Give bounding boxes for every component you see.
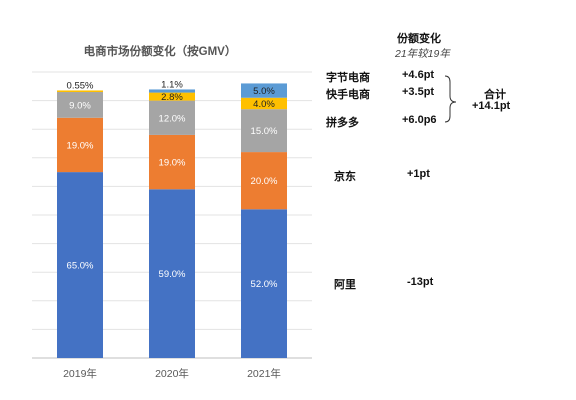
- bar-segment: [241, 109, 287, 153]
- data-label: 2.8%: [161, 92, 183, 103]
- row-change-pdd: +6.0p6: [402, 114, 437, 126]
- chart-title: 电商市场份额变化（按GMV）: [84, 44, 237, 58]
- data-label: 59.0%: [159, 269, 186, 280]
- bar-segment: [149, 100, 195, 135]
- bar-segment: [149, 92, 195, 101]
- panel-title: 份额变化: [397, 33, 441, 45]
- data-label: 52.0%: [251, 279, 278, 290]
- row-change-jd: +1pt: [407, 168, 430, 180]
- row-change-ali: -13pt: [407, 276, 434, 288]
- bar-segment: [57, 117, 103, 173]
- brace-icon: [444, 75, 457, 123]
- data-label: 12.0%: [159, 113, 186, 124]
- row-name-bytedance: 字节电商: [326, 72, 370, 84]
- data-label: 0.55%: [67, 80, 94, 91]
- x-tick-labels: 2019年 2020年 2021年: [63, 367, 281, 380]
- row-name-kuaishou: 快手电商: [326, 89, 370, 101]
- bar-segment: [241, 209, 287, 358]
- x-tick-label: 2019年: [63, 367, 97, 380]
- row-change-kuaishou: +3.5pt: [402, 86, 435, 98]
- row-name-jd: 京东: [334, 171, 356, 183]
- total-label: 合计: [484, 89, 506, 101]
- data-label: 9.0%: [69, 100, 91, 111]
- bar-segment: [57, 90, 103, 93]
- data-label: 19.0%: [159, 158, 186, 169]
- row-name-ali: 阿里: [334, 279, 356, 291]
- row-change-bytedance: +4.6pt: [402, 69, 435, 81]
- row-name-pdd: 拼多多: [326, 117, 359, 129]
- bar-segment: [241, 152, 287, 210]
- data-label: 5.0%: [253, 86, 275, 97]
- bar-segment: [241, 97, 287, 110]
- x-tick-label: 2021年: [247, 367, 281, 380]
- bar-segment: [241, 83, 287, 98]
- data-labels: 65.0% 19.0% 9.0% 0.55% 59.0% 19.0% 12.0% 2.8% 1.…: [67, 79, 278, 290]
- panel-subtitle: 21年较19年: [395, 48, 450, 60]
- bar-segment: [57, 92, 103, 118]
- data-label: 65.0%: [67, 261, 94, 272]
- x-tick-label: 2020年: [155, 367, 189, 380]
- data-label: 15.0%: [251, 126, 278, 137]
- bar-segment: [149, 189, 195, 358]
- bar-segment: [57, 172, 103, 358]
- bars: [57, 83, 287, 358]
- bar-segment: [149, 89, 195, 93]
- data-label: 19.0%: [67, 140, 94, 151]
- data-label: 20.0%: [251, 176, 278, 187]
- bar-segment: [149, 134, 195, 190]
- data-label: 4.0%: [253, 99, 275, 110]
- data-label: 1.1%: [161, 79, 183, 90]
- total-value: +14.1pt: [472, 100, 511, 112]
